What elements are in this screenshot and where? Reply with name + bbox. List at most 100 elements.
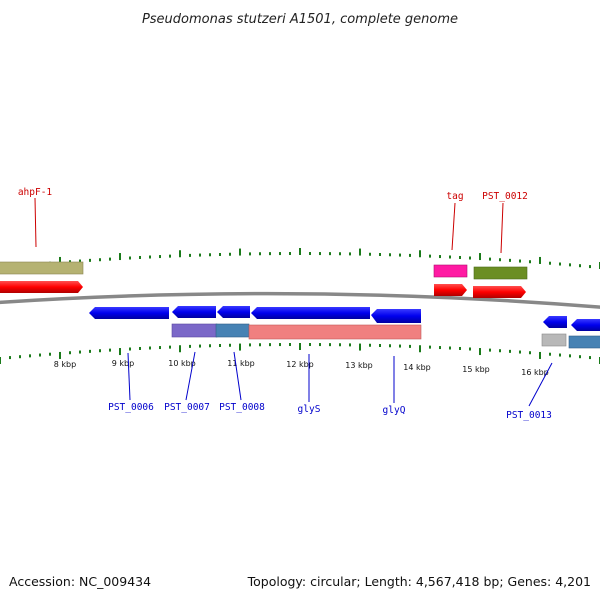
leader-line bbox=[451, 202, 456, 251]
minor-tick bbox=[39, 353, 41, 357]
minor-tick bbox=[519, 350, 521, 354]
gene-label-glyS[interactable]: glyS bbox=[298, 404, 321, 415]
minor-tick bbox=[429, 254, 431, 258]
feature-salmon[interactable] bbox=[248, 324, 422, 340]
gene-label-ahpF-1[interactable]: ahpF-1 bbox=[18, 187, 53, 198]
minor-tick bbox=[129, 347, 131, 351]
minor-tick bbox=[129, 256, 131, 260]
minor-tick bbox=[339, 252, 341, 256]
minor-tick bbox=[589, 356, 591, 360]
minor-tick bbox=[459, 255, 461, 259]
minor-tick bbox=[349, 252, 351, 256]
minor-tick bbox=[389, 253, 391, 257]
minor-tick bbox=[409, 253, 411, 257]
gene-label-PST_0007[interactable]: PST_0007 bbox=[164, 402, 210, 413]
gene-label-PST_0008[interactable]: PST_0008 bbox=[219, 402, 265, 413]
minor-tick bbox=[159, 346, 161, 350]
feature-steel[interactable] bbox=[215, 323, 250, 338]
major-tick bbox=[539, 256, 541, 264]
minor-tick bbox=[99, 258, 101, 262]
minor-tick bbox=[259, 252, 261, 256]
minor-tick bbox=[229, 343, 231, 347]
feature-steel-edge[interactable] bbox=[568, 335, 600, 349]
major-tick bbox=[359, 343, 361, 351]
minor-tick bbox=[189, 253, 191, 257]
major-tick bbox=[419, 250, 421, 258]
minor-tick bbox=[399, 344, 401, 348]
minor-tick bbox=[139, 346, 141, 350]
minor-tick bbox=[439, 346, 441, 350]
minor-tick bbox=[389, 344, 391, 348]
minor-tick bbox=[289, 343, 291, 347]
major-tick bbox=[359, 248, 361, 256]
minor-tick bbox=[249, 252, 251, 256]
minor-tick bbox=[189, 344, 191, 348]
major-tick bbox=[299, 248, 301, 255]
gene-label-PST_0013[interactable]: PST_0013 bbox=[506, 410, 552, 421]
major-tick bbox=[419, 345, 421, 353]
feature-green[interactable] bbox=[473, 266, 528, 280]
minor-tick bbox=[489, 348, 491, 352]
major-tick bbox=[119, 348, 121, 356]
leader-line bbox=[500, 202, 504, 254]
minor-tick bbox=[219, 343, 221, 347]
minor-tick bbox=[569, 263, 571, 267]
feature-blue-edge[interactable] bbox=[571, 319, 600, 331]
feature-pink[interactable] bbox=[433, 264, 468, 278]
minor-tick bbox=[209, 344, 211, 348]
minor-tick bbox=[279, 343, 281, 347]
gene-PST_0013-arrow[interactable] bbox=[543, 316, 567, 328]
feature-grey[interactable] bbox=[541, 333, 567, 347]
gene-label-tag[interactable]: tag bbox=[446, 191, 463, 202]
minor-tick bbox=[209, 253, 211, 257]
major-tick bbox=[299, 343, 301, 350]
major-tick bbox=[59, 351, 61, 359]
minor-tick bbox=[439, 255, 441, 259]
gene-PST_0008-arrow[interactable] bbox=[217, 306, 250, 318]
tick-label: 15 kbp bbox=[462, 365, 490, 374]
minor-tick bbox=[329, 343, 331, 347]
minor-tick bbox=[269, 343, 271, 347]
reverse-strand-features bbox=[89, 306, 600, 349]
major-tick bbox=[239, 343, 241, 351]
minor-tick bbox=[279, 252, 281, 256]
map-title: Pseudomonas stutzeri A1501, complete gen… bbox=[142, 12, 458, 27]
minor-tick bbox=[219, 252, 221, 256]
minor-tick bbox=[229, 252, 231, 256]
minor-tick bbox=[509, 258, 511, 262]
leader-line bbox=[233, 351, 242, 401]
gene-PST_0012-arrow[interactable] bbox=[473, 286, 526, 298]
gene-glyQ-arrow[interactable] bbox=[371, 309, 421, 323]
minor-tick bbox=[489, 257, 491, 261]
major-tick bbox=[539, 351, 541, 359]
minor-tick bbox=[169, 345, 171, 349]
scale-labels: 8 kbp 9 kbp 10 kbp 11 kbp 12 kbp 13 kbp … bbox=[54, 359, 549, 377]
gene-tag-arrow[interactable] bbox=[434, 284, 467, 296]
gene-label-PST_0012[interactable]: PST_0012 bbox=[482, 191, 528, 202]
minor-tick bbox=[589, 265, 591, 269]
feature-purple[interactable] bbox=[171, 323, 218, 338]
minor-tick bbox=[199, 344, 201, 348]
gene-ahpF-1-arrow[interactable] bbox=[0, 281, 83, 293]
minor-tick bbox=[109, 348, 111, 352]
gene-PST_0006-arrow[interactable] bbox=[89, 307, 169, 319]
minor-tick bbox=[79, 350, 81, 354]
minor-tick bbox=[99, 349, 101, 353]
major-tick bbox=[179, 345, 181, 353]
minor-tick bbox=[309, 343, 311, 347]
tick-row-forward bbox=[0, 248, 600, 269]
gene-label-glyQ[interactable]: glyQ bbox=[383, 405, 406, 416]
tick-label: 8 kbp bbox=[54, 360, 76, 369]
minor-tick bbox=[9, 356, 11, 360]
minor-tick bbox=[529, 351, 531, 355]
feature-olive[interactable] bbox=[0, 261, 84, 275]
minor-tick bbox=[309, 252, 311, 256]
gene-glyS-arrow[interactable] bbox=[251, 307, 370, 319]
minor-tick bbox=[569, 354, 571, 358]
forward-gene-labels: ahpF-1 tag PST_0012 bbox=[18, 187, 528, 254]
major-tick bbox=[119, 253, 121, 261]
minor-tick bbox=[579, 355, 581, 359]
gene-PST_0007-arrow[interactable] bbox=[172, 306, 216, 318]
gene-label-PST_0006[interactable]: PST_0006 bbox=[108, 402, 154, 413]
minor-tick bbox=[149, 346, 151, 350]
